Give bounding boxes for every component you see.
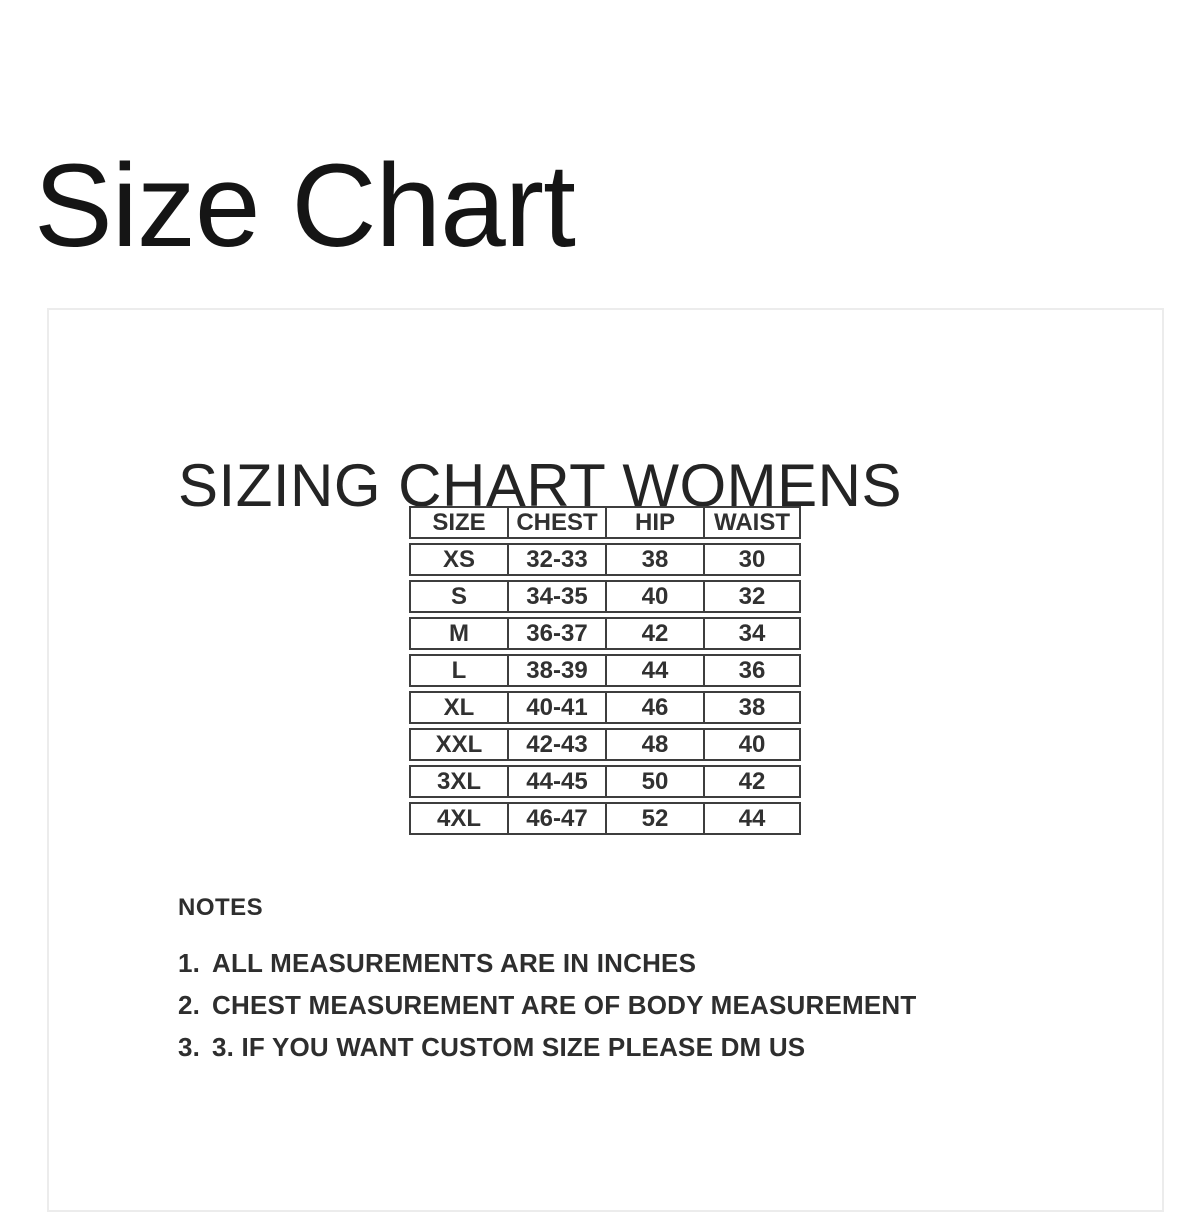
size-table-head: SIZE CHEST HIP WAIST (409, 506, 801, 539)
note-item: 1. ALL MEASUREMENTS ARE IN INCHES (178, 950, 916, 977)
table-row: 3XL 44-45 50 42 (409, 765, 801, 798)
table-row: XXL 42-43 48 40 (409, 728, 801, 761)
table-cell: S (409, 580, 507, 613)
table-cell: 34 (703, 617, 801, 650)
table-cell: 38-39 (507, 654, 605, 687)
table-cell: 30 (703, 543, 801, 576)
table-cell: 34-35 (507, 580, 605, 613)
table-cell: XS (409, 543, 507, 576)
table-cell: 44-45 (507, 765, 605, 798)
note-number: 2. (178, 990, 201, 1020)
table-cell: 38 (703, 691, 801, 724)
header-row: SIZE CHEST HIP WAIST (409, 506, 801, 539)
notes-heading: NOTES (178, 894, 264, 921)
table-cell: 46 (605, 691, 703, 724)
table-cell: 48 (605, 728, 703, 761)
note-number: 1. (178, 948, 201, 978)
sizing-chart-heading: SIZING CHART WOMENS (178, 451, 902, 519)
note-item: 3. 3. IF YOU WANT CUSTOM SIZE PLEASE DM U… (178, 1034, 916, 1061)
table-cell: XL (409, 691, 507, 724)
table-cell: 4XL (409, 802, 507, 835)
column-header: CHEST (507, 506, 605, 539)
note-number: 3. (178, 1032, 201, 1062)
table-row: XS 32-33 38 30 (409, 543, 801, 576)
note-item: 2. CHEST MEASUREMENT ARE OF BODY MEASUREM… (178, 992, 916, 1019)
table-cell: 36 (703, 654, 801, 687)
note-text: CHEST MEASUREMENT ARE OF BODY MEASUREMEN… (212, 990, 917, 1020)
note-text: ALL MEASUREMENTS ARE IN INCHES (212, 948, 697, 978)
table-cell: 40 (605, 580, 703, 613)
table-row: XL 40-41 46 38 (409, 691, 801, 724)
table-cell: 44 (703, 802, 801, 835)
table-cell: 40 (703, 728, 801, 761)
table-cell: 50 (605, 765, 703, 798)
table-cell: XXL (409, 728, 507, 761)
size-table-body: XS 32-33 38 30 S 34-35 40 32 M 36-37 42 34 L 38-39 44 3… (409, 543, 801, 835)
table-cell: M (409, 617, 507, 650)
column-header: WAIST (703, 506, 801, 539)
table-row: M 36-37 42 34 (409, 617, 801, 650)
table-cell: 36-37 (507, 617, 605, 650)
table-row: 4XL 46-47 52 44 (409, 802, 801, 835)
column-header: HIP (605, 506, 703, 539)
page-title: Size Chart (34, 140, 576, 273)
size-chart-panel: SIZING CHART WOMENS SIZE CHEST HIP WAIST XS… (47, 308, 1164, 1212)
table-cell: 32 (703, 580, 801, 613)
table-cell: 38 (605, 543, 703, 576)
table-cell: L (409, 654, 507, 687)
note-text: 3. IF YOU WANT CUSTOM SIZE PLEASE DM US (212, 1032, 806, 1062)
table-cell: 42 (703, 765, 801, 798)
table-cell: 44 (605, 654, 703, 687)
table-cell: 3XL (409, 765, 507, 798)
table-cell: 42-43 (507, 728, 605, 761)
table-row: S 34-35 40 32 (409, 580, 801, 613)
notes-list: 1. ALL MEASUREMENTS ARE IN INCHES 2. CHEST … (178, 950, 916, 1076)
size-table: SIZE CHEST HIP WAIST XS 32-33 38 30 S 34-35 40 32 M… (409, 502, 801, 839)
table-row: L 38-39 44 36 (409, 654, 801, 687)
table-cell: 46-47 (507, 802, 605, 835)
table-cell: 32-33 (507, 543, 605, 576)
table-cell: 52 (605, 802, 703, 835)
table-cell: 40-41 (507, 691, 605, 724)
table-cell: 42 (605, 617, 703, 650)
column-header: SIZE (409, 506, 507, 539)
